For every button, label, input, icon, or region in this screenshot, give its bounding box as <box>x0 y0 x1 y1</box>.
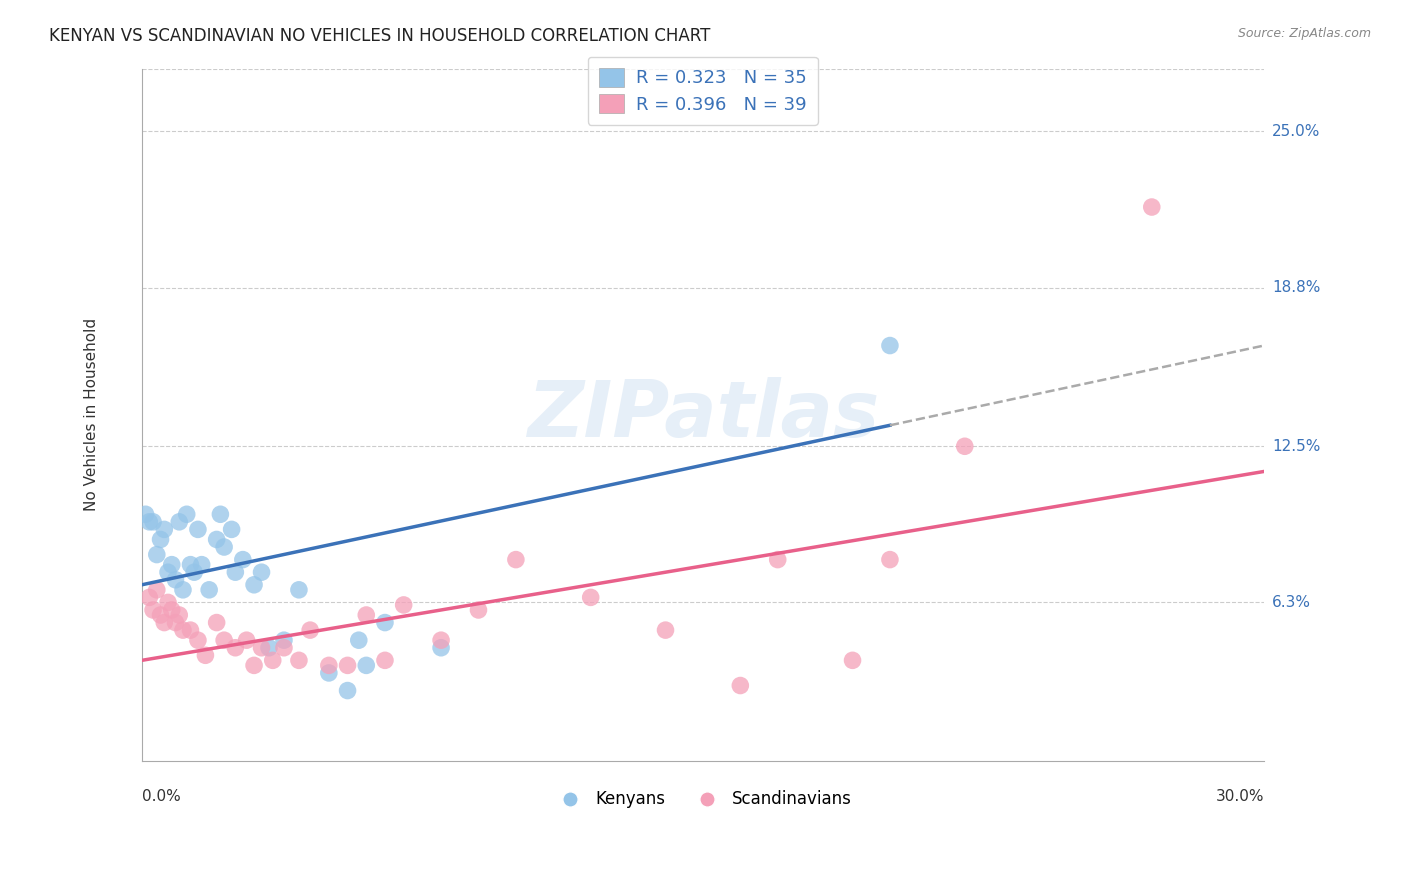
Point <box>288 582 311 597</box>
Point <box>318 658 340 673</box>
Point <box>146 548 169 562</box>
Point <box>273 640 295 655</box>
Point <box>194 648 217 663</box>
Point <box>135 508 157 522</box>
Point <box>318 665 340 680</box>
Point <box>212 540 235 554</box>
Point <box>187 522 209 536</box>
Text: 6.3%: 6.3% <box>1272 595 1312 610</box>
Point <box>172 582 194 597</box>
Legend: Kenyans, Scandinavians: Kenyans, Scandinavians <box>547 784 859 815</box>
Text: 0.0%: 0.0% <box>142 789 180 804</box>
Point <box>183 565 205 579</box>
Point <box>879 552 901 566</box>
Point <box>243 658 266 673</box>
Point <box>235 633 257 648</box>
Point <box>142 603 165 617</box>
Text: 12.5%: 12.5% <box>1272 439 1320 454</box>
Point <box>224 640 246 655</box>
Point <box>654 623 676 637</box>
Point <box>167 607 190 622</box>
Point <box>172 623 194 637</box>
Point <box>288 653 311 667</box>
Point <box>190 558 212 572</box>
Point <box>138 591 160 605</box>
Point <box>505 552 527 566</box>
Point <box>730 679 752 693</box>
Point <box>392 598 415 612</box>
Point <box>212 633 235 648</box>
Point <box>160 558 183 572</box>
Point <box>1140 200 1163 214</box>
Point <box>176 508 198 522</box>
Point <box>841 653 863 667</box>
Point <box>221 522 243 536</box>
Point <box>766 552 789 566</box>
Point <box>430 640 453 655</box>
Point <box>149 533 172 547</box>
Point <box>167 515 190 529</box>
Point <box>142 515 165 529</box>
Point <box>347 633 370 648</box>
Text: 25.0%: 25.0% <box>1272 124 1320 139</box>
Point <box>146 582 169 597</box>
Point <box>250 640 273 655</box>
Text: Source: ZipAtlas.com: Source: ZipAtlas.com <box>1237 27 1371 40</box>
Point <box>157 565 180 579</box>
Point <box>467 603 489 617</box>
Point <box>179 623 201 637</box>
Point <box>165 615 187 630</box>
Point <box>232 552 254 566</box>
Point <box>198 582 221 597</box>
Point <box>243 578 266 592</box>
Point <box>224 565 246 579</box>
Text: KENYAN VS SCANDINAVIAN NO VEHICLES IN HOUSEHOLD CORRELATION CHART: KENYAN VS SCANDINAVIAN NO VEHICLES IN HO… <box>49 27 710 45</box>
Text: No Vehicles in Household: No Vehicles in Household <box>84 318 98 511</box>
Point <box>250 565 273 579</box>
Point <box>356 658 378 673</box>
Text: 18.8%: 18.8% <box>1272 280 1320 295</box>
Point <box>205 533 228 547</box>
Point <box>273 633 295 648</box>
Point <box>579 591 602 605</box>
Point <box>160 603 183 617</box>
Text: ZIPatlas: ZIPatlas <box>527 376 879 453</box>
Point <box>209 508 232 522</box>
Point <box>149 607 172 622</box>
Point <box>879 338 901 352</box>
Point <box>138 515 160 529</box>
Point <box>356 607 378 622</box>
Point <box>262 653 284 667</box>
Point <box>374 615 396 630</box>
Point <box>179 558 201 572</box>
Point <box>153 615 176 630</box>
Point <box>187 633 209 648</box>
Point <box>205 615 228 630</box>
Point <box>157 595 180 609</box>
Point <box>336 658 359 673</box>
Point <box>153 522 176 536</box>
Point <box>953 439 976 453</box>
Point <box>374 653 396 667</box>
Text: 30.0%: 30.0% <box>1216 789 1264 804</box>
Point <box>336 683 359 698</box>
Point <box>165 573 187 587</box>
Point <box>299 623 322 637</box>
Point <box>430 633 453 648</box>
Point <box>257 640 280 655</box>
